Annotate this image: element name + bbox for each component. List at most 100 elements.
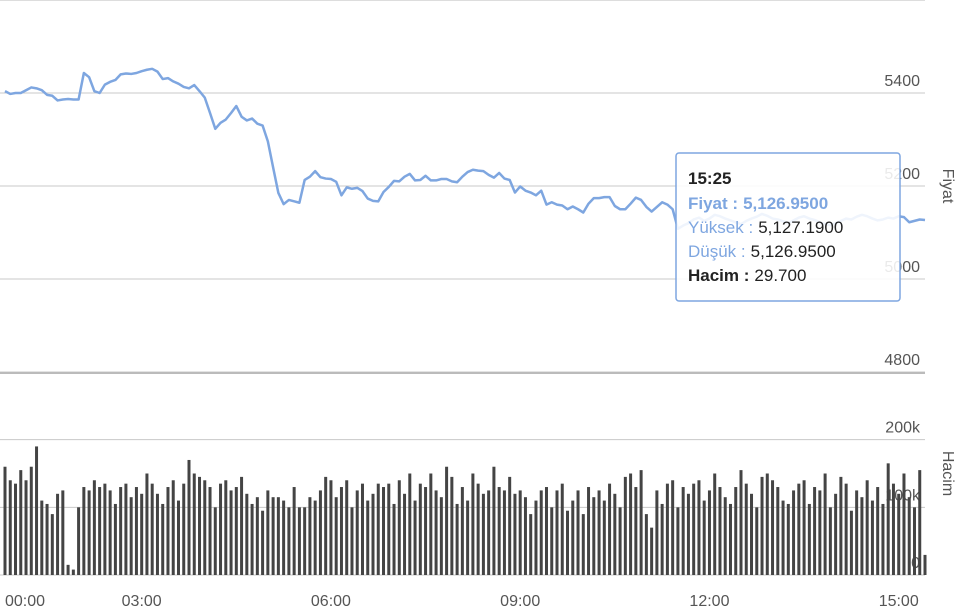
volume-bar xyxy=(14,483,18,575)
volume-bar xyxy=(629,473,633,575)
volume-bar xyxy=(324,476,328,575)
volume-bar xyxy=(460,487,464,575)
volume-bar xyxy=(718,487,722,575)
volume-bar xyxy=(187,459,191,575)
volume-bar xyxy=(119,487,123,575)
volume-bar xyxy=(113,503,117,575)
volume-bar xyxy=(339,487,343,575)
x-tick-label: 00:00 xyxy=(5,593,45,610)
volume-bar xyxy=(439,497,443,575)
volume-bar xyxy=(692,483,696,575)
volume-bar xyxy=(881,503,885,575)
volume-bar xyxy=(566,510,570,575)
volume-bar xyxy=(865,480,869,575)
volume-bar xyxy=(534,500,538,575)
y-tick-label: 5400 xyxy=(884,73,920,90)
volume-bar xyxy=(387,483,391,575)
volume-bar xyxy=(266,490,270,575)
tooltip-label: Düşük : xyxy=(688,242,746,261)
y-axis-title: Hacim xyxy=(939,451,956,496)
tooltip-label: Yüksek : xyxy=(688,218,753,237)
volume-bar xyxy=(382,487,386,575)
volume-bar xyxy=(245,493,249,575)
volume-bar xyxy=(518,490,522,575)
volume-bar xyxy=(297,507,301,575)
volume-bar xyxy=(140,493,144,575)
volume-bar xyxy=(166,487,170,575)
volume-bar xyxy=(250,503,254,575)
volume-bar xyxy=(98,487,102,575)
volume-bar xyxy=(639,470,643,575)
volume-bar xyxy=(145,473,149,575)
volume-bar xyxy=(502,490,506,575)
volume-bar xyxy=(702,500,706,575)
volume-bar xyxy=(797,483,801,575)
volume-bar xyxy=(897,493,901,575)
volume-bar xyxy=(397,480,401,575)
volume-bar xyxy=(213,507,217,575)
volume-bar xyxy=(781,500,785,575)
tooltip-value: 5,126.9500 xyxy=(751,242,836,261)
volume-bar xyxy=(681,487,685,575)
tooltip-label: Hacim : xyxy=(688,266,749,285)
x-tick-label: 03:00 xyxy=(122,593,162,610)
volume-bar xyxy=(707,490,711,575)
volume-bar xyxy=(765,473,769,575)
x-tick-label: 06:00 xyxy=(311,593,351,610)
volume-bar xyxy=(834,493,838,575)
volume-bar xyxy=(413,500,417,575)
volume-bar xyxy=(818,490,822,575)
volume-bar xyxy=(902,473,906,575)
volume-bar xyxy=(445,466,449,575)
volume-bar xyxy=(870,500,874,575)
volume-bar xyxy=(918,470,922,575)
volume-bar xyxy=(544,487,548,575)
volume-bar xyxy=(308,497,312,575)
volume-bar xyxy=(529,514,533,575)
volume-bar xyxy=(644,514,648,575)
volume-bar xyxy=(271,497,275,575)
volume-bar xyxy=(776,487,780,575)
volume-bar xyxy=(487,490,491,575)
volume-bar xyxy=(618,507,622,575)
tooltip-row: Hacim : 29.700 xyxy=(688,266,806,285)
volume-bar xyxy=(71,569,75,575)
volume-bar xyxy=(592,497,596,575)
volume-bar xyxy=(171,480,175,575)
y-tick-label: 200k xyxy=(885,420,921,437)
volume-bar xyxy=(876,487,880,575)
volume-bar xyxy=(434,490,438,575)
volume-bar xyxy=(82,487,86,575)
volume-bar xyxy=(912,507,916,575)
volume-bar xyxy=(108,490,112,575)
volume-bar xyxy=(523,497,527,575)
volume-bar xyxy=(224,480,228,575)
volume-bar xyxy=(513,493,517,575)
volume-bar xyxy=(839,476,843,575)
volume-bar xyxy=(891,483,895,575)
volume-bar xyxy=(771,480,775,575)
volume-bar xyxy=(408,473,412,575)
tooltip-label: Fiyat : xyxy=(688,194,738,213)
volume-bar xyxy=(755,507,759,575)
volume-bar xyxy=(50,514,54,575)
volume-bar xyxy=(497,487,501,575)
volume-bar xyxy=(750,493,754,575)
x-tick-label: 12:00 xyxy=(689,593,729,610)
volume-bar xyxy=(828,507,832,575)
tooltip: 15:25 Fiyat : 5,126.9500 Yüksek : 5,127.19… xyxy=(675,152,901,302)
volume-bar xyxy=(198,476,202,575)
volume-bar xyxy=(686,493,690,575)
volume-bar xyxy=(855,490,859,575)
volume-bar xyxy=(92,480,96,575)
volume-bar xyxy=(728,503,732,575)
volume-bar xyxy=(29,466,33,575)
tooltip-row: Yüksek : 5,127.1900 xyxy=(688,218,843,237)
volume-bar xyxy=(760,476,764,575)
volume-bar xyxy=(597,490,601,575)
volume-bar xyxy=(923,554,927,575)
volume-bar xyxy=(234,487,238,575)
volume-bar xyxy=(366,500,370,575)
